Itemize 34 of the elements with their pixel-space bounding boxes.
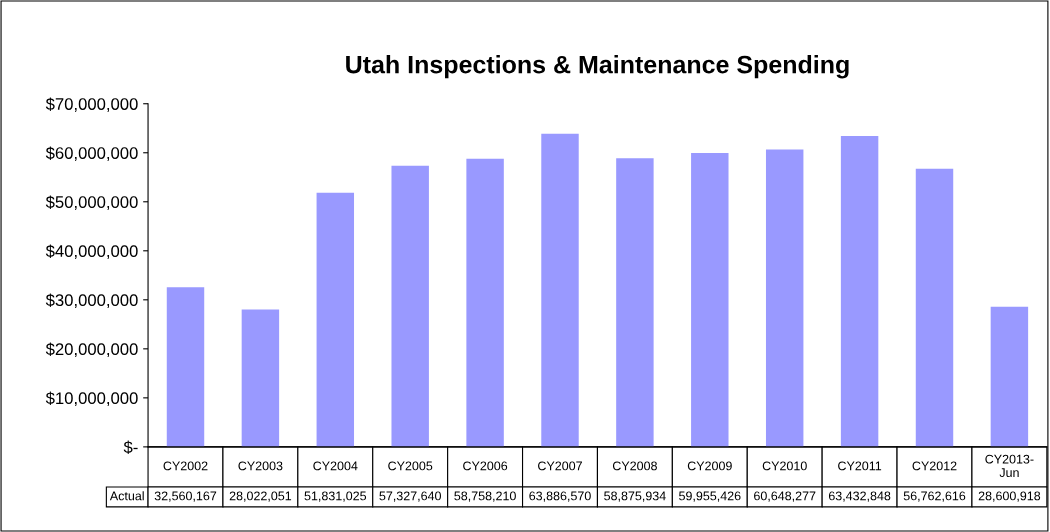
x-tick-label: CY2003 bbox=[238, 461, 283, 471]
data-label: 51,831,025 bbox=[304, 491, 367, 502]
data-label: 56,762,616 bbox=[903, 491, 966, 502]
y-tick-label: $- bbox=[123, 440, 138, 455]
x-tick-label: CY2006 bbox=[463, 461, 508, 471]
data-label: 63,886,570 bbox=[529, 491, 591, 502]
y-tick-label: $20,000,000 bbox=[45, 342, 138, 358]
data-label: 63,432,848 bbox=[828, 491, 891, 502]
y-tick-label: $30,000,000 bbox=[45, 293, 138, 308]
chart-title: Utah Inspections & Maintenance Spending bbox=[346, 55, 849, 79]
y-tick-label: $70,000,000 bbox=[45, 97, 138, 112]
x-tick-label: CY2011 bbox=[838, 461, 882, 471]
x-tick-label: CY2009 bbox=[687, 461, 732, 471]
x-tick-label: CY2002 bbox=[163, 461, 208, 471]
data-label: 58,875,934 bbox=[604, 491, 666, 502]
x-tick-label: CY2010 bbox=[762, 461, 807, 471]
x-tick-label: CY2004 bbox=[313, 461, 358, 471]
text: Actual bbox=[109, 491, 144, 501]
x-tick-label: CY2007 bbox=[538, 461, 582, 471]
x-tick-label: CY2005 bbox=[388, 461, 433, 471]
x-tick-label: CY2008 bbox=[612, 461, 657, 471]
data-label: 32,560,167 bbox=[154, 491, 217, 502]
data-label: 59,955,426 bbox=[679, 491, 741, 502]
data-label: 28,022,051 bbox=[229, 491, 292, 502]
y-tick-label: $40,000,000 bbox=[45, 244, 138, 259]
data-label: 28,600,918 bbox=[978, 491, 1041, 502]
y-tick-label: $50,000,000 bbox=[45, 195, 138, 210]
data-label: 57,327,640 bbox=[379, 491, 441, 502]
y-tick-label: $60,000,000 bbox=[45, 146, 138, 161]
y-tick-label: $10,000,000 bbox=[45, 391, 138, 407]
x-tick-label: CY2012 bbox=[912, 461, 957, 471]
x-tick-label: CY2013- Jun bbox=[985, 454, 1034, 478]
data-label: 60,648,277 bbox=[754, 491, 816, 502]
data-label: 58,758,210 bbox=[454, 491, 516, 502]
